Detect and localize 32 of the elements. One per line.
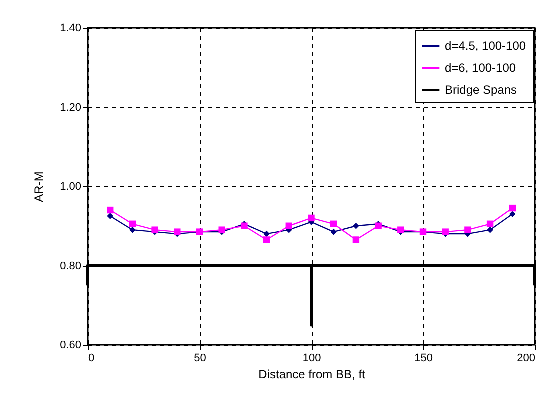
- point: [330, 220, 338, 228]
- point: [487, 226, 494, 234]
- legend-label: d=4.5, 100-100: [445, 39, 526, 53]
- x-axis-title: Distance from BB, ft: [258, 368, 366, 382]
- point: [107, 213, 114, 220]
- y-tick-label: 1.00: [60, 181, 82, 193]
- legend-label: Bridge Spans: [445, 83, 518, 97]
- y-tick-label: 1.20: [60, 102, 82, 114]
- point: [353, 222, 360, 230]
- point: [106, 206, 114, 214]
- y-tick-label: 0.60: [60, 340, 82, 352]
- point: [264, 230, 270, 238]
- legend-label: d=6, 100-100: [445, 61, 516, 75]
- point: [308, 214, 315, 222]
- x-tick-label: 150: [414, 352, 433, 364]
- point: [352, 236, 360, 244]
- point: [130, 226, 136, 234]
- point: [129, 220, 136, 228]
- point: [486, 220, 494, 228]
- point: [464, 226, 472, 234]
- point: [286, 222, 293, 230]
- point: [509, 211, 516, 218]
- x-tick-label: 100: [302, 352, 322, 364]
- x-tick-label: 200: [517, 352, 536, 364]
- y-tick-label: 1.40: [60, 22, 82, 34]
- x-tick-label: 50: [194, 352, 206, 364]
- y-axis-title: AR-M: [32, 172, 46, 202]
- y-tick-label: 0.80: [60, 260, 82, 272]
- point: [263, 236, 270, 244]
- point: [509, 204, 516, 212]
- point: [330, 228, 338, 236]
- x-tick-label: 0: [88, 352, 95, 364]
